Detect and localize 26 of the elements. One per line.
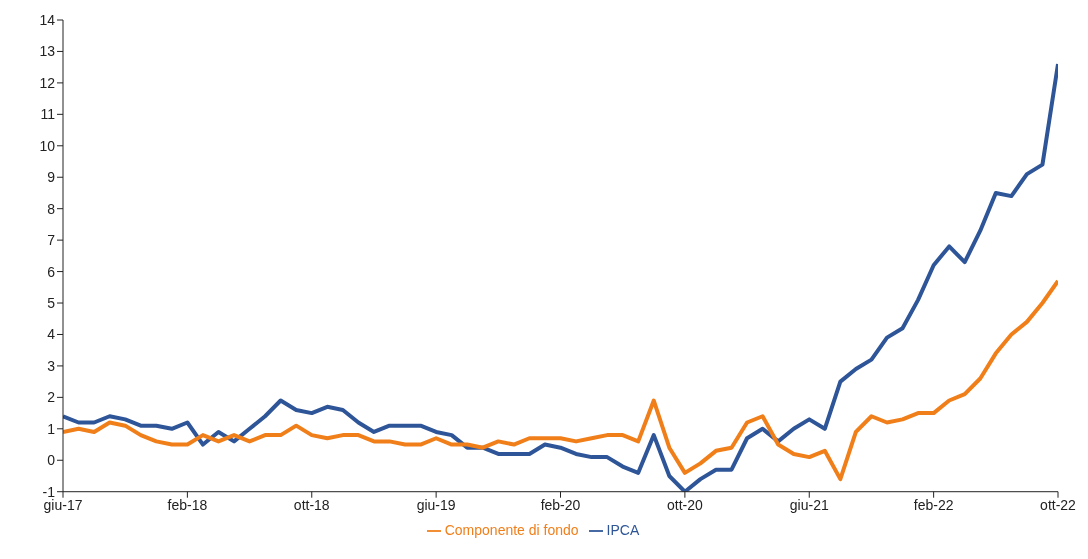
legend-label: IPCA [606,521,640,538]
y-tick-label: 9 [47,169,56,186]
x-tick-label: feb-18 [167,496,208,513]
x-tick-label: giu-19 [416,496,456,513]
y-tick-label: 3 [47,357,56,374]
x-tick-label: feb-22 [913,496,954,513]
y-tick-label: 2 [47,389,56,406]
y-tick-label: 13 [39,43,56,60]
y-tick-label: 12 [39,74,56,91]
y-tick-label: 1 [47,420,56,437]
y-tick-label: 8 [47,200,56,217]
x-tick-label: ott-22 [1040,496,1077,513]
y-tick-label: 14 [39,11,56,28]
y-tick-label: 7 [47,232,56,249]
x-tick-label: ott-20 [666,496,703,513]
x-tick-label: feb-20 [540,496,581,513]
line-series [63,279,1058,482]
legend-label: Componente di fondo [444,521,579,538]
x-tick-label: ott-18 [293,496,330,513]
x-tick-label: giu-21 [789,496,829,513]
y-tick-label: 4 [47,326,56,343]
y-tick-label: 11 [40,106,56,123]
y-tick-label: 5 [47,294,56,311]
y-tick-label: 10 [39,137,56,154]
y-tick-label: 0 [47,452,56,469]
y-tick-label: 6 [47,263,56,280]
